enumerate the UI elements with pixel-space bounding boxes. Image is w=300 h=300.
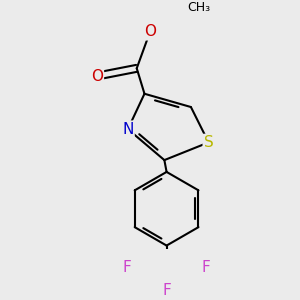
- Text: S: S: [204, 135, 214, 150]
- Text: O: O: [91, 69, 103, 84]
- Text: F: F: [162, 283, 171, 298]
- Text: F: F: [123, 260, 131, 275]
- Text: F: F: [202, 260, 210, 275]
- Text: O: O: [144, 24, 156, 39]
- Text: CH₃: CH₃: [187, 1, 210, 14]
- Text: N: N: [122, 122, 134, 136]
